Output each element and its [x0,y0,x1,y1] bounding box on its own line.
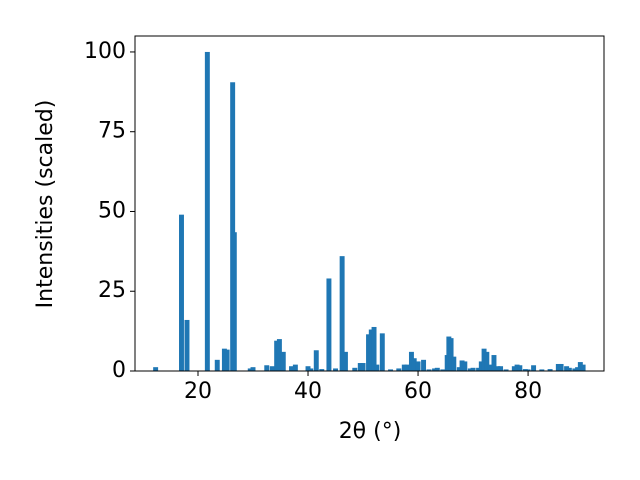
bar [580,364,586,371]
bar [470,367,476,371]
bar [326,278,332,371]
x-axis-label: 2θ (°) [339,419,402,444]
bar [184,319,190,371]
bar [221,348,227,371]
bar [368,329,374,371]
bar [308,368,314,371]
bar [462,361,468,371]
bar [517,365,523,371]
bar [481,348,487,371]
bar [434,367,440,371]
bar [487,364,493,371]
bar [230,82,236,371]
bar [547,369,553,371]
bar [357,363,363,371]
bar [231,232,237,371]
bar [456,367,462,371]
bar [333,368,339,371]
bar [339,256,345,371]
y-axis-label: Intensities (scaled) [33,100,58,309]
x-tick-label: 60 [404,379,432,404]
bar [269,366,275,371]
bar [451,356,457,371]
bar [495,366,501,371]
bar [522,369,528,371]
bar [440,369,446,371]
bar [539,369,545,371]
bar [432,368,438,371]
bar [577,362,583,371]
bar [342,351,348,371]
bar [274,340,280,371]
bar [514,364,520,371]
y-tick-label: 0 [112,358,126,383]
bar [555,363,561,371]
bar [276,339,282,371]
bar [525,369,531,371]
bar [575,367,581,371]
bar [503,369,509,371]
x-tick-label: 80 [514,379,542,404]
bar [572,368,578,371]
bar [264,365,270,371]
y-tick-label: 75 [98,119,126,144]
bar [396,368,402,371]
bar [408,351,414,371]
bar [313,350,319,371]
plot-frame [134,35,605,372]
bar [374,364,380,371]
bar [415,361,421,371]
y-tick-label: 100 [84,39,126,64]
bar [289,366,294,371]
bar [214,359,220,371]
bar [564,366,570,371]
bar [467,368,473,371]
bar [426,369,432,371]
bar [153,367,159,371]
bar [204,51,210,371]
bar [280,351,286,371]
bar [352,367,358,371]
bar [566,367,572,371]
bar [411,358,417,371]
bar [511,366,517,371]
bar [558,363,564,371]
bar [366,334,372,371]
bar [478,361,484,371]
x-tick-label: 40 [294,379,322,404]
bar [360,363,366,371]
bar [404,364,410,371]
bar [319,369,325,371]
bar [448,338,454,371]
bar [292,364,298,371]
bar [531,365,537,371]
bar [305,366,311,371]
y-tick-label: 25 [98,278,126,303]
bar [401,364,407,371]
bar [476,367,482,371]
bar [179,214,184,371]
bar [484,351,490,371]
bar [224,349,230,371]
bar [379,333,385,371]
bar [371,326,377,371]
bar [388,369,394,371]
bar [498,366,504,371]
x-tick-label: 20 [184,379,212,404]
bar [459,360,465,371]
bar [491,355,497,371]
y-tick-label: 50 [98,198,126,223]
bar [421,359,427,371]
bar [250,367,256,371]
bar [247,368,253,371]
